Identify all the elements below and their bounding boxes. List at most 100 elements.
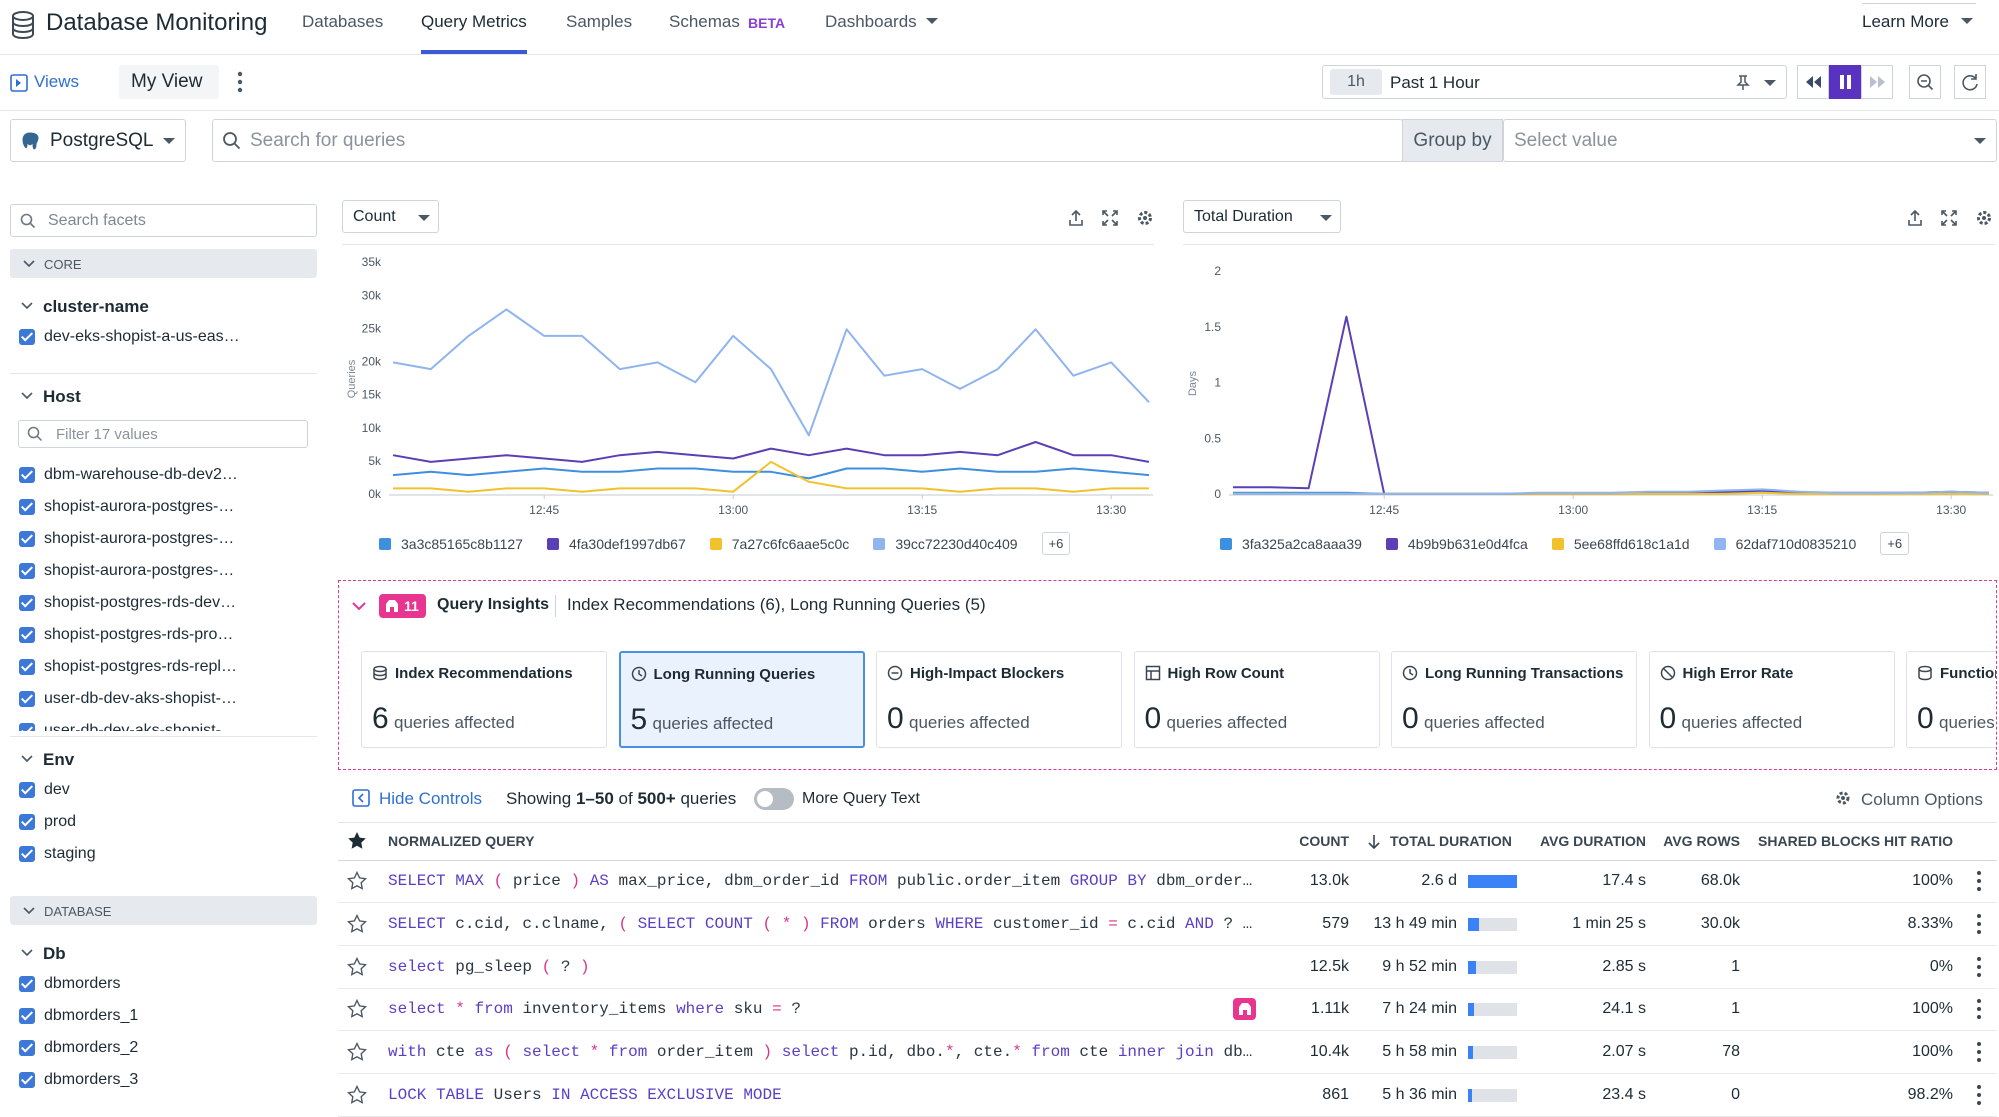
row-menu <box>1977 871 1981 891</box>
nav-item[interactable]: Dashboards <box>825 12 917 31</box>
facet-group-name[interactable]: Db <box>43 944 66 963</box>
table-row[interactable] <box>338 988 1997 1032</box>
nav-item[interactable]: Query Metrics <box>421 12 527 31</box>
legend-swatch <box>1220 537 1232 550</box>
checkbox[interactable] <box>19 782 35 798</box>
checkbox[interactable] <box>19 691 35 707</box>
nav-item[interactable]: Databases <box>302 12 384 31</box>
avg-rows: 68.0k <box>1700 872 1740 889</box>
facet-value[interactable]: dbm-warehouse-db-dev2… <box>10 459 317 491</box>
legend-item[interactable]: 39cc72230d40c409 <box>873 536 1018 552</box>
legend-item[interactable]: 7a27c6fc6aae5c0c <box>709 536 849 552</box>
query-token: join <box>1175 1043 1214 1062</box>
column-header[interactable]: AVG DURATION <box>1539 833 1646 849</box>
checkbox[interactable] <box>19 627 35 643</box>
checkbox[interactable] <box>19 531 35 547</box>
facet-value-label: user-db-dev-aks-shopist-… <box>44 690 237 707</box>
legend-more[interactable]: +6 <box>1041 532 1071 555</box>
checkbox[interactable] <box>19 976 35 992</box>
facet-value[interactable]: dbmorders_1 <box>10 1000 317 1032</box>
nav-item[interactable]: Samples <box>566 12 633 31</box>
query-token: * <box>781 914 792 933</box>
hide-controls[interactable]: Hide Controls <box>379 789 482 808</box>
facet-value[interactable]: shopist-aurora-postgres-… <box>10 555 317 587</box>
insight-card[interactable]: Functions 0 queries affected <box>1906 651 1996 748</box>
checkbox[interactable] <box>19 499 35 515</box>
facet-group-name[interactable]: Host <box>43 387 81 406</box>
insight-card[interactable]: Index Recommendations 6 queries affected <box>361 651 607 748</box>
facet-value[interactable]: shopist-aurora-postgres-… <box>10 491 317 523</box>
legend-item[interactable]: 5ee68ffd618c1a1d <box>1551 536 1690 552</box>
facet-value[interactable]: dbmorders <box>10 968 317 1000</box>
column-header[interactable]: TOTAL DURATION <box>1390 833 1512 849</box>
checkbox[interactable] <box>19 563 35 579</box>
view-name-box[interactable] <box>119 65 219 99</box>
checkbox[interactable] <box>19 659 35 675</box>
facet-value[interactable]: user-db-dev-aks-shopist-… <box>10 715 317 731</box>
kebab[interactable] <box>234 70 246 94</box>
legend-item[interactable]: 4b9b9b631e0d4fca <box>1385 536 1528 552</box>
facet-value[interactable]: dbmorders_3 <box>10 1064 317 1096</box>
learn-more[interactable]: Learn More <box>1862 12 1949 31</box>
checkbox[interactable] <box>19 595 35 611</box>
query-token: with <box>388 1043 427 1062</box>
legend-more[interactable]: +6 <box>1880 532 1910 555</box>
checkbox[interactable] <box>19 723 35 731</box>
table-row[interactable] <box>338 946 1997 989</box>
refresh-button[interactable] <box>1954 65 1986 99</box>
metric-select[interactable] <box>1183 200 1341 233</box>
pause-button[interactable] <box>1829 65 1861 99</box>
checkbox[interactable] <box>19 1008 35 1024</box>
facet-value[interactable]: user-db-dev-aks-shopist-… <box>10 683 317 715</box>
facet-value[interactable]: staging <box>10 838 317 870</box>
query-search[interactable] <box>212 119 1403 162</box>
insight-card[interactable]: Long Running Transactions 0 queries affect… <box>1391 651 1637 748</box>
zoom-out-button[interactable] <box>1909 65 1941 99</box>
facet-value[interactable]: dbmorders_2 <box>10 1032 317 1064</box>
chevron <box>21 392 33 400</box>
column-header[interactable]: NORMALIZED QUERY <box>388 833 535 849</box>
facet-value[interactable]: shopist-postgres-rds-pro… <box>10 619 317 651</box>
checkbox[interactable] <box>19 329 35 345</box>
rewind-button[interactable] <box>1797 65 1829 99</box>
legend-item[interactable]: 3a3c85165c8b1127 <box>379 536 523 552</box>
insight-card[interactable]: Long Running Queries 5 queries affected <box>618 651 865 748</box>
facet-value[interactable]: shopist-aurora-postgres-… <box>10 523 317 555</box>
checkbox[interactable] <box>19 1072 35 1088</box>
insight-card[interactable]: High-Impact Blockers 0 queries affected <box>876 651 1122 748</box>
forward-button[interactable] <box>1861 65 1893 99</box>
time-picker[interactable] <box>1322 65 1787 99</box>
legend-item[interactable]: 4fa30def1997db67 <box>546 536 686 552</box>
table-row[interactable] <box>338 903 1997 946</box>
nav-item[interactable]: Schemas <box>669 12 740 31</box>
collapse-chevron[interactable] <box>351 601 367 613</box>
column-header[interactable]: SHARED BLOCKS HIT RATIO <box>1758 833 1953 849</box>
legend-item[interactable]: 62daf710d0835210 <box>1713 536 1856 552</box>
group-by-select[interactable] <box>1503 119 1997 162</box>
checkbox[interactable] <box>19 846 35 862</box>
facet-filter[interactable] <box>18 420 308 448</box>
database-select[interactable] <box>10 119 186 162</box>
checkbox[interactable] <box>19 1040 35 1056</box>
table-row[interactable] <box>338 1031 1997 1075</box>
column-header[interactable]: COUNT <box>1299 833 1349 849</box>
facet-value[interactable]: dev-eks-shopist-a-us-eas… <box>10 321 317 353</box>
facet-group-name[interactable]: Env <box>43 750 75 769</box>
column-options[interactable]: Column Options <box>1861 790 1983 809</box>
checkbox[interactable] <box>19 814 35 830</box>
insight-card[interactable]: High Row Count 0 queries affected <box>1133 651 1380 748</box>
facet-value[interactable]: shopist-postgres-rds-repl… <box>10 651 317 683</box>
facet-search[interactable] <box>10 204 317 237</box>
column-header[interactable]: AVG ROWS <box>1663 833 1740 849</box>
views-button[interactable]: Views <box>34 72 80 91</box>
legend-swatch <box>1385 537 1398 550</box>
facet-value[interactable]: prod <box>10 806 317 838</box>
facet-value[interactable]: dev <box>10 774 317 806</box>
table-row[interactable] <box>338 860 1997 903</box>
toggle[interactable] <box>754 788 794 810</box>
facet-group-name[interactable]: cluster-name <box>43 297 149 316</box>
insight-card[interactable]: High Error Rate 0 queries affected <box>1648 651 1895 748</box>
legend-item[interactable]: 3fa325a2ca8aaa39 <box>1220 536 1362 552</box>
checkbox[interactable] <box>19 467 35 483</box>
facet-value[interactable]: shopist-postgres-rds-dev… <box>10 587 317 619</box>
